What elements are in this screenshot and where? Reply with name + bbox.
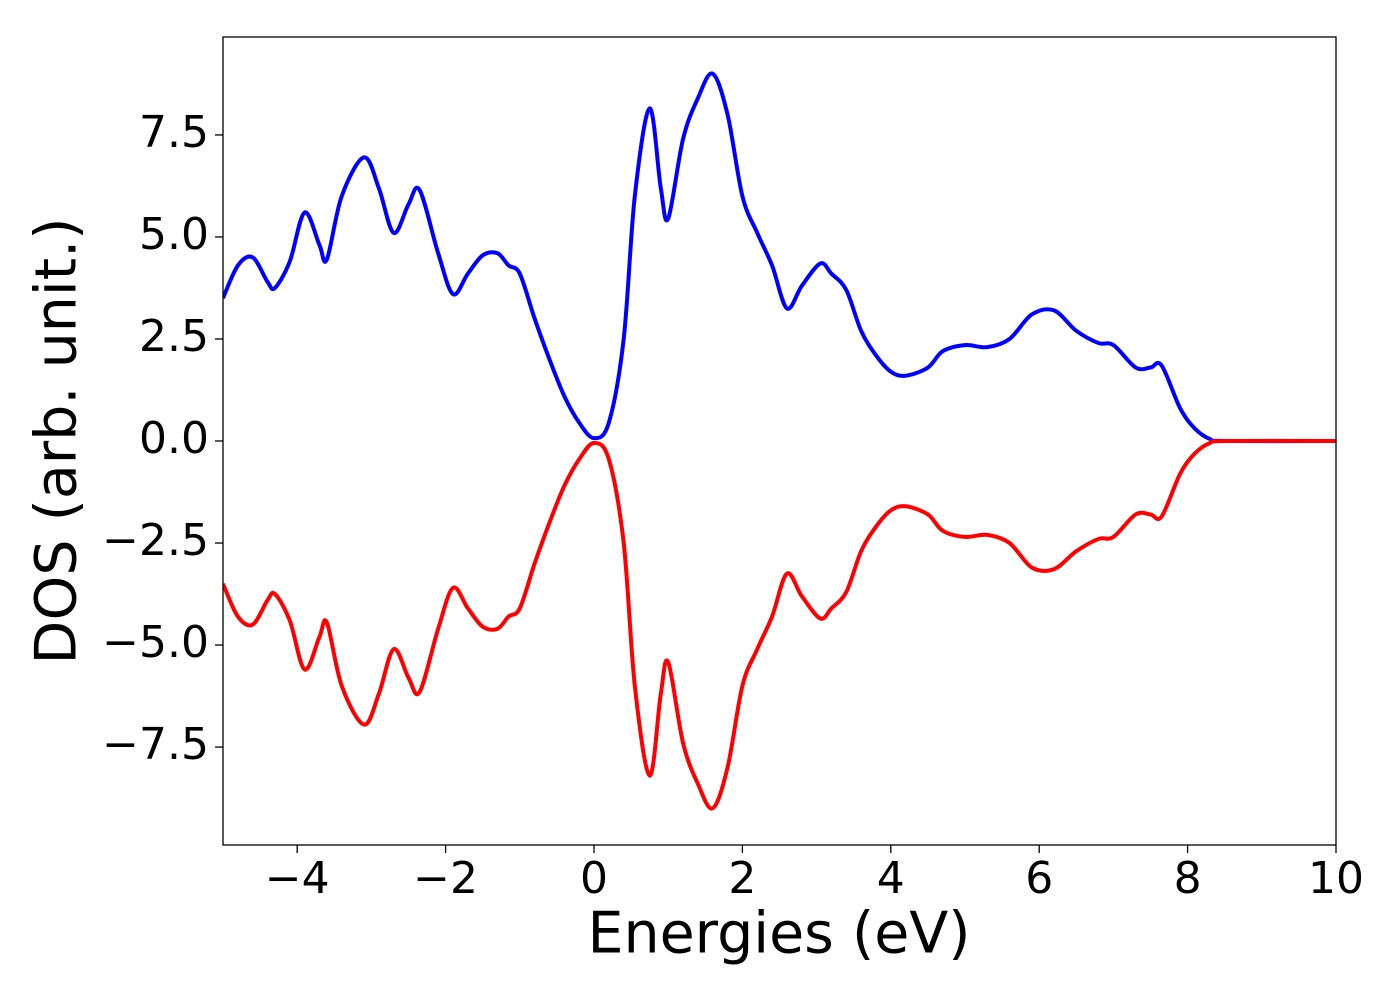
y-axis-label: DOS (arb. unit.) [24, 218, 90, 665]
x-tick-label: −2 [413, 853, 478, 904]
y-tick-label: 5.0 [139, 209, 209, 260]
y-tick-label: −5.0 [102, 617, 209, 668]
y-tick-label: 7.5 [139, 107, 209, 158]
x-axis-label: Energies (eV) [587, 901, 970, 967]
x-tick-label: 10 [1308, 853, 1364, 904]
x-tick-label: 6 [1025, 853, 1053, 904]
data-line [223, 71, 1336, 444]
x-tick-label: 2 [728, 853, 756, 904]
x-tick-label: 0 [580, 853, 608, 904]
y-tick-label: 2.5 [139, 311, 209, 362]
data-line [223, 438, 1336, 811]
x-tick-label: −4 [265, 853, 330, 904]
y-tick-label: −7.5 [102, 719, 209, 770]
plot-area [223, 71, 1336, 811]
x-tick-label: 4 [877, 853, 905, 904]
y-tick-label: 0.0 [139, 413, 209, 464]
axes-frame [222, 36, 1337, 846]
y-tick-label: −2.5 [102, 515, 209, 566]
x-tick-label: 8 [1174, 853, 1202, 904]
